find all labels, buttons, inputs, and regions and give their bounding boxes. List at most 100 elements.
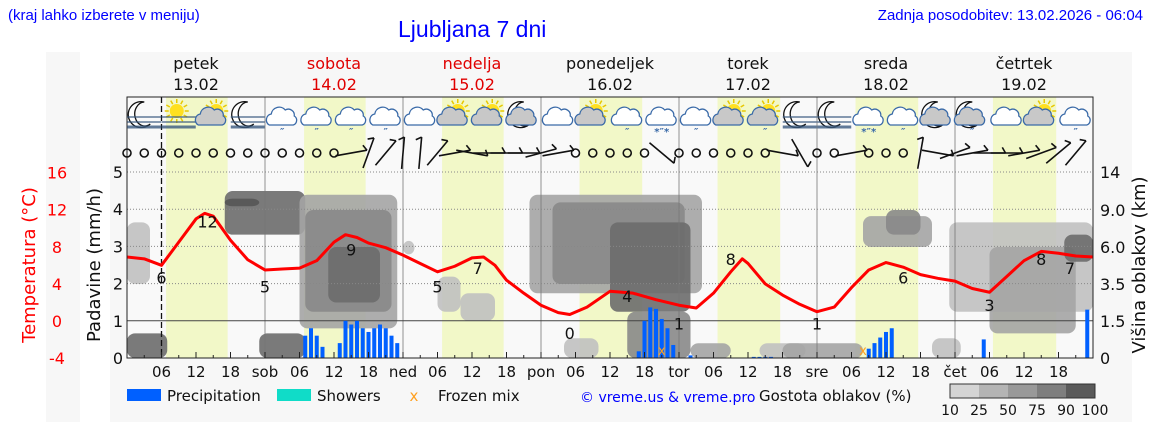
x-tick-label: 12 [738,363,757,381]
day-name: petek [173,54,219,73]
cloud-cover-cell [328,247,380,303]
sun-ray [727,100,731,105]
wind-calm-icon [863,148,874,158]
sun-ray [485,100,489,105]
cloud-rain-icon: ″ [334,106,367,138]
wind-calm-icon [691,148,702,158]
frozen-mix-mark: x [859,344,867,359]
sun-ray [589,100,593,105]
moon-fog-icon [817,100,852,129]
wind-barb-icon [426,140,449,166]
x-tick-label: 12 [186,363,205,381]
rain-mark: ″ [315,127,320,138]
menu-hint[interactable]: (kraj lahko izberete v meniju) [8,7,200,24]
rain-mark: *″* [654,127,670,138]
rain-mark: ″ [694,127,699,138]
day-date: 13.02 [173,75,219,94]
wind-barb-feather [501,147,506,154]
cloud-shape [886,106,919,126]
sun-ray [180,117,184,122]
x-tick-label: 12 [1014,363,1033,381]
precip-tick-label: 0 [113,349,123,368]
sun-ray [737,100,741,105]
wind-barb-icon [1064,140,1087,166]
x-tick-label: pon [527,363,555,381]
cloud-cover-cell [564,338,599,358]
precip-bar [878,337,883,358]
cloud-cover-cell [989,247,1076,334]
cloud-density-level: 75 [1028,403,1046,419]
cloud-density-swatch [950,384,979,398]
x-tick-label: 18 [773,363,792,381]
cloud-shape [645,106,677,126]
precip-bar [1085,309,1090,358]
temperature-label: 7 [473,259,483,278]
sun-ray [1047,100,1051,105]
sun-ray [599,100,603,105]
precip-bar [343,320,348,358]
wind-calm-icon [725,148,736,158]
sun-ray [602,104,607,108]
temp-tick-label: -4 [49,349,65,368]
x-tick-label: 06 [566,363,585,381]
precip-bar [884,331,888,358]
precip-bar [309,328,313,358]
cloud-cover-cell [460,293,495,321]
cloud-cover-cell [932,338,961,358]
moon-fog-icon [782,100,817,129]
x-tick-label: 12 [600,363,619,381]
wind-barb-icon [766,149,799,157]
temp-tick-label: 4 [52,275,62,294]
wind-barb-icon [335,149,368,157]
precip-bar [665,328,670,358]
moon-shape [231,100,255,129]
x-tick-label: ned [389,363,417,381]
precipitation-legend-label: Precipitation [167,387,261,405]
copyright[interactable]: © vreme.us & vreme.pro [580,390,755,406]
moon-cloud-icon [505,100,537,129]
wind-barb-feather [1018,147,1024,154]
wind-calm-icon [294,148,305,158]
moon-fog-icon [127,100,162,129]
cloud-cover-cell [224,198,260,207]
wind-barb-icon [1045,142,1072,164]
showers-swatch [277,389,311,401]
precip-tick-label: 3 [113,237,123,256]
sun-ray [774,104,780,108]
cloud-shape [919,106,951,126]
cloud-rain-icon: ″ [679,106,712,138]
day-name: sreda [864,54,908,73]
wind-calm-icon [173,148,184,158]
cloud-shape [679,106,712,126]
wind-calm-icon [829,148,840,158]
precip-bar [751,356,756,358]
temp-tick-label: 0 [52,312,62,331]
x-tick-label: 18 [497,363,516,381]
cloud-icon [990,106,1022,126]
temperature-label: 6 [898,268,908,287]
temp-axis-panel [46,52,80,422]
cloud-cover-cell [259,333,306,358]
temperature-label: 0 [565,324,575,343]
wind-barb-feather [1079,138,1087,142]
cloud-height-tick-label: 3.5 [1100,275,1125,294]
precip-bar [337,343,342,358]
x-tick-label: 18 [911,363,930,381]
day-date: 18.02 [863,75,909,94]
precip-axis-label: Padavine (mm/h) [84,188,105,342]
temperature-label: 5 [432,278,442,297]
cloud-shape [953,106,986,126]
rain-mark: ″ [384,127,389,138]
cloud-cover-cell [610,222,691,312]
x-tick-label: 06 [152,363,171,381]
cloud-height-tick-label: 14 [1100,163,1120,182]
cloud-shape [746,106,779,126]
precip-bar [389,335,394,358]
sun-ray [209,100,213,105]
x-tick-label: 18 [359,363,378,381]
sun-cloud-icon [194,99,229,126]
cloud-shape [369,106,401,126]
wind-barb-feather [916,136,924,141]
wind-barb-icon [362,137,375,169]
